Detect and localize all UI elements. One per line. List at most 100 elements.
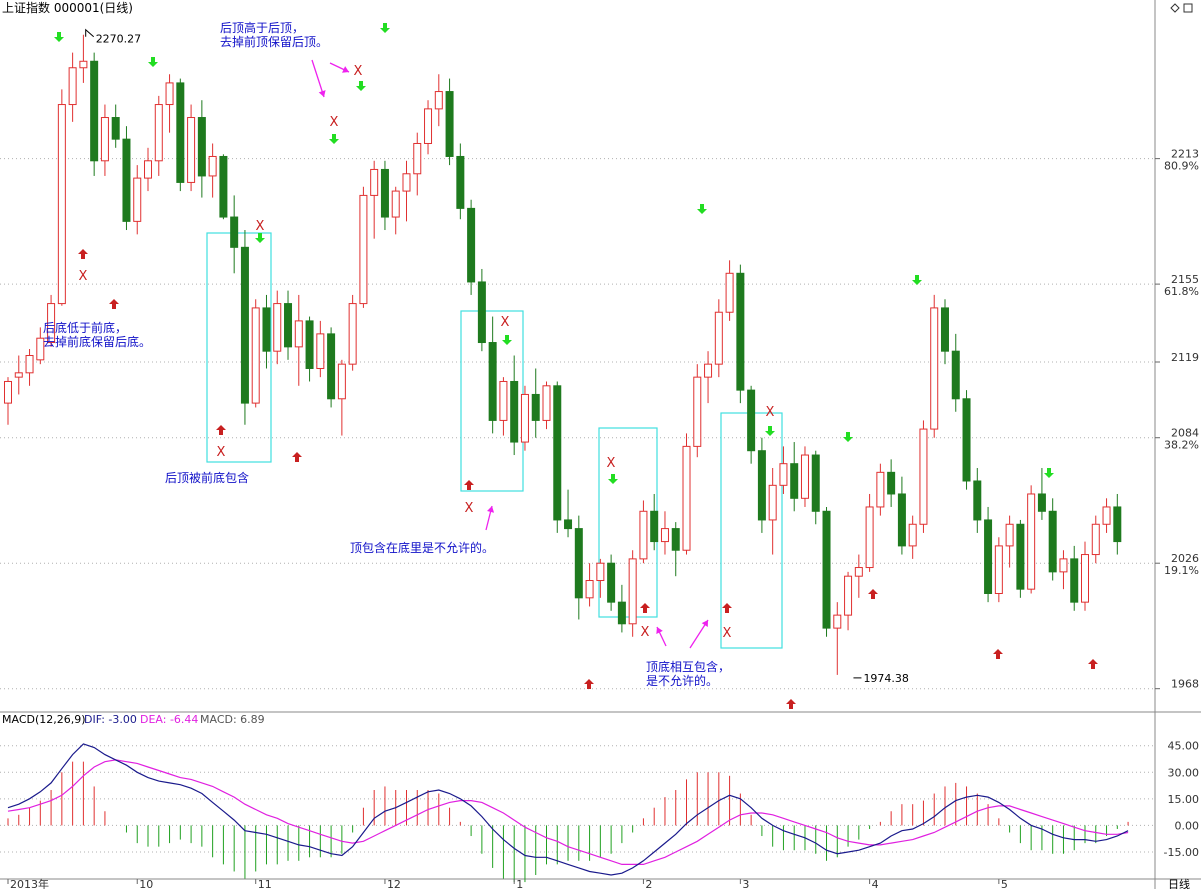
down-arrow-icon bbox=[1044, 468, 1054, 478]
candle bbox=[510, 355, 519, 456]
macd-dea-label: DEA: -6.44 bbox=[140, 713, 198, 726]
candle bbox=[144, 147, 153, 192]
x-mark: X bbox=[465, 501, 474, 516]
price-tick-label: 2119 bbox=[1171, 351, 1199, 364]
candle bbox=[940, 299, 949, 365]
pointer-arrow bbox=[689, 619, 709, 649]
candle bbox=[240, 230, 249, 425]
chart-note: 顶包含在底里是不允许的。 bbox=[350, 540, 494, 555]
candle bbox=[650, 493, 659, 551]
candle-body bbox=[585, 580, 594, 599]
candle-body bbox=[822, 510, 831, 629]
candle bbox=[553, 381, 562, 533]
candle-body bbox=[1091, 523, 1100, 556]
candle bbox=[994, 537, 1003, 603]
candle-body bbox=[348, 303, 357, 365]
candle-body bbox=[434, 91, 443, 110]
down-arrow-icon bbox=[502, 335, 512, 345]
time-tick-label: 5 bbox=[1001, 878, 1008, 889]
candle-body bbox=[370, 168, 379, 196]
candle bbox=[1091, 515, 1100, 564]
candle bbox=[273, 290, 282, 365]
candle bbox=[1048, 498, 1057, 581]
candle-body bbox=[811, 454, 820, 512]
candle-body bbox=[919, 428, 928, 525]
macd-value-label: MACD: 6.89 bbox=[200, 713, 265, 726]
candle bbox=[208, 143, 217, 198]
candle bbox=[897, 476, 906, 555]
pointer-head bbox=[487, 506, 495, 513]
candle bbox=[402, 160, 411, 222]
candle-body bbox=[316, 333, 325, 369]
candle-body bbox=[693, 376, 702, 447]
candle-body bbox=[844, 575, 853, 616]
candle-body bbox=[284, 303, 293, 348]
candle-body bbox=[1016, 523, 1025, 590]
down-arrow-icon bbox=[54, 32, 64, 42]
candle-body bbox=[25, 355, 34, 374]
candle bbox=[434, 74, 443, 127]
candle-body bbox=[887, 471, 896, 495]
candle-body bbox=[714, 311, 723, 365]
up-arrow-icon bbox=[78, 249, 88, 259]
chart-title: 上证指数 000001(日线) bbox=[2, 0, 133, 15]
down-arrow-icon bbox=[765, 426, 775, 436]
candle bbox=[671, 522, 680, 577]
candle-body bbox=[208, 155, 217, 177]
candle-body bbox=[607, 562, 616, 603]
pointer-arrow bbox=[329, 62, 350, 73]
down-arrow-icon bbox=[356, 81, 366, 91]
candle bbox=[4, 377, 12, 425]
candle-body bbox=[757, 450, 766, 521]
candle-body bbox=[682, 445, 691, 551]
macd-lines bbox=[7, 743, 1129, 876]
candle-body bbox=[90, 60, 99, 162]
candle-body bbox=[940, 307, 949, 352]
candle bbox=[327, 327, 336, 408]
candle bbox=[111, 104, 120, 148]
candle-body bbox=[165, 82, 174, 106]
candle bbox=[359, 186, 368, 308]
up-arrow-icon bbox=[584, 679, 594, 689]
candle-body bbox=[445, 91, 454, 157]
down-arrow-icon bbox=[912, 275, 922, 285]
candle-body bbox=[273, 303, 282, 352]
candle-body bbox=[380, 168, 389, 218]
candle bbox=[456, 143, 465, 220]
candle-body bbox=[984, 519, 993, 594]
candle bbox=[284, 290, 293, 360]
candle-body bbox=[1027, 493, 1036, 590]
up-arrow-icon bbox=[216, 425, 226, 435]
candle-body bbox=[779, 463, 788, 486]
candle-body bbox=[973, 480, 982, 521]
candle bbox=[531, 368, 540, 438]
candle bbox=[736, 264, 745, 404]
candle bbox=[1070, 545, 1079, 611]
chart-note: 后底低于前底，去掉前底保留后底。 bbox=[43, 320, 151, 349]
x-mark: X bbox=[641, 625, 650, 640]
candle-body bbox=[413, 142, 422, 175]
price-tick-label: 2213 bbox=[1171, 148, 1199, 161]
candle-body bbox=[47, 303, 56, 344]
period-label[interactable]: 日线 bbox=[1168, 877, 1190, 889]
x-mark: X bbox=[256, 219, 265, 234]
x-mark: X bbox=[607, 456, 616, 471]
macd-tick-label: 45.00 bbox=[1168, 740, 1200, 753]
candle-body bbox=[994, 545, 1003, 594]
candle bbox=[187, 104, 196, 192]
candle bbox=[768, 468, 777, 555]
diamond-icon[interactable] bbox=[1170, 3, 1180, 13]
candle bbox=[790, 442, 799, 512]
pointer-head bbox=[342, 66, 349, 73]
down-arrow-icon bbox=[608, 474, 618, 484]
time-tick-label: 4 bbox=[872, 878, 879, 889]
chart-note: 后顶被前底包含 bbox=[165, 470, 249, 485]
x-mark: X bbox=[217, 445, 226, 460]
candle bbox=[585, 563, 594, 607]
restore-icon[interactable] bbox=[1183, 3, 1193, 13]
candle-body bbox=[800, 454, 809, 499]
down-arrow-icon bbox=[148, 57, 158, 67]
candle-body bbox=[305, 320, 314, 369]
window-controls[interactable] bbox=[1170, 3, 1193, 13]
